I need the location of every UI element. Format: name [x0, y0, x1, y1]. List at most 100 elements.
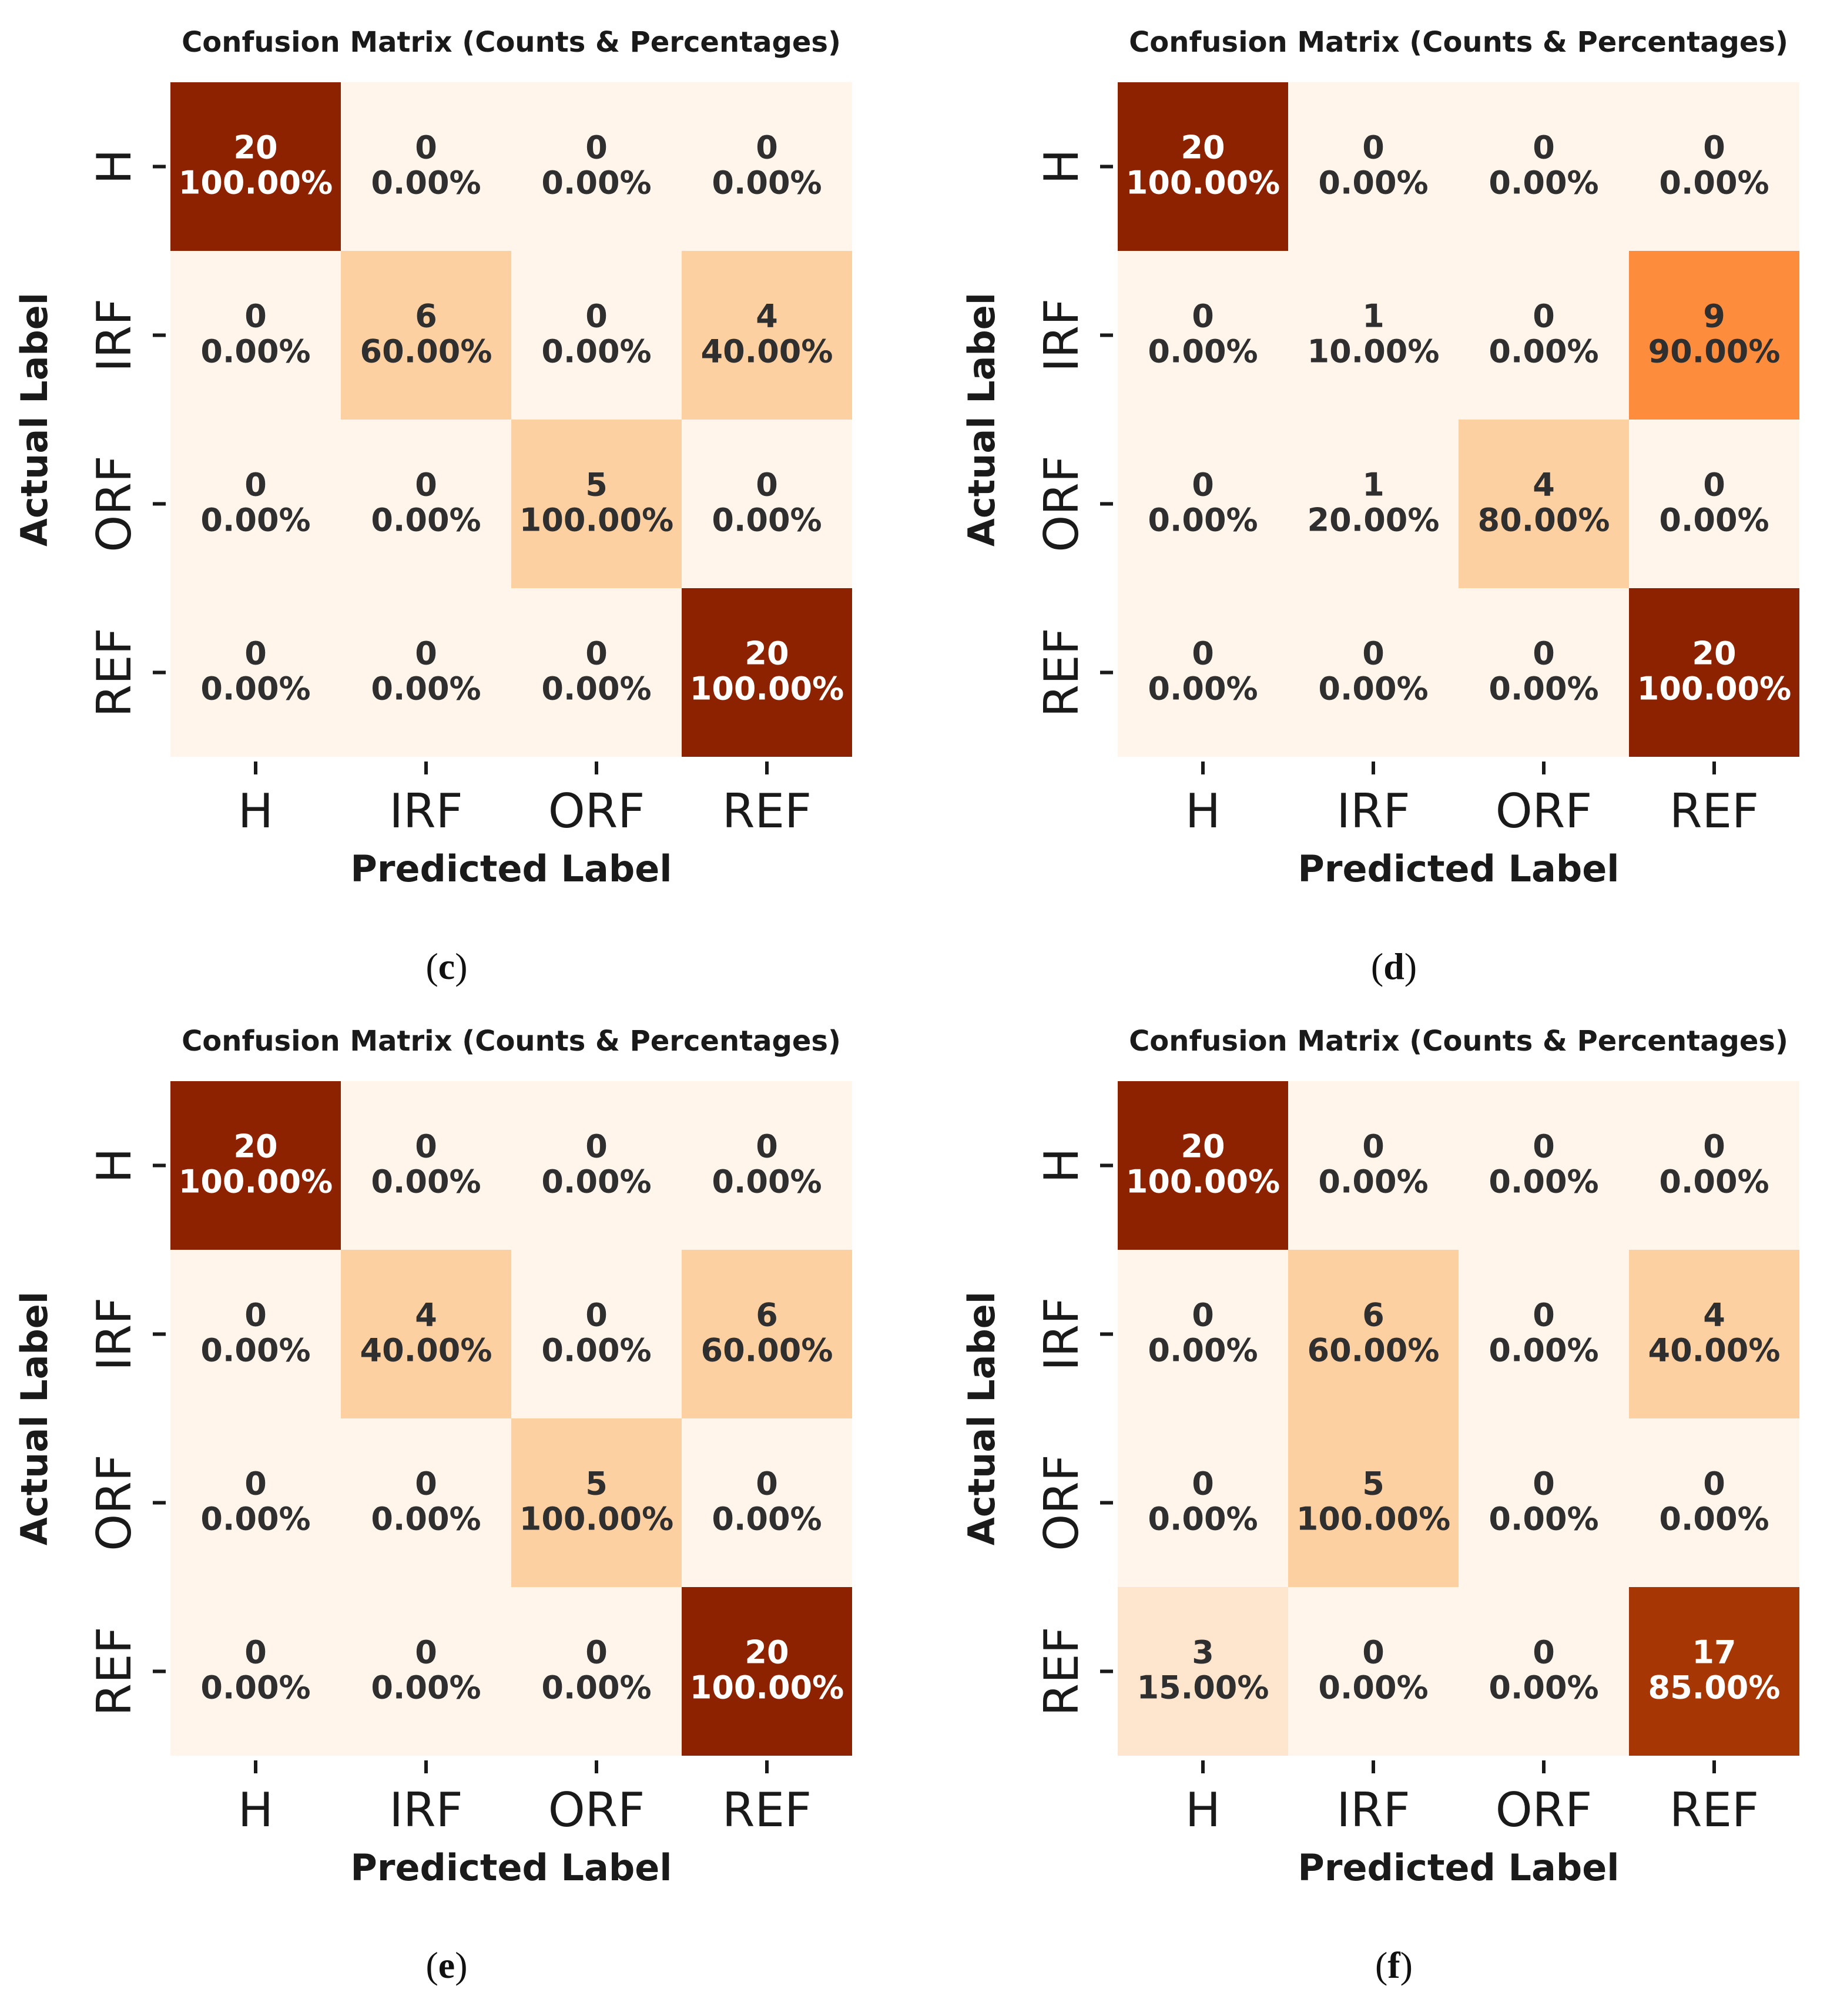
- y-tick-label: IRF: [87, 298, 142, 372]
- cell-percentage-label: 20.00%: [1308, 502, 1440, 539]
- cell-percentage-label: 100.00%: [1296, 1501, 1451, 1538]
- heatmap-cell-1-0: [1118, 1250, 1288, 1418]
- cell-percentage-label: 100.00%: [179, 1163, 333, 1200]
- cell-count-label: 0: [585, 1128, 608, 1165]
- cell-percentage-label: 0.00%: [1659, 1501, 1769, 1538]
- heatmap-cell-1-0: [1118, 251, 1288, 420]
- y-tick-label: H: [87, 149, 142, 184]
- cell-percentage-label: 100.00%: [690, 1669, 844, 1706]
- cell-percentage-label: 0.00%: [1489, 670, 1598, 707]
- cell-count-label: 3: [1192, 1634, 1214, 1671]
- x-tick-label: IRF: [1336, 784, 1410, 838]
- cell-count-label: 0: [1533, 298, 1555, 335]
- heatmap-cell-0-2: [1459, 82, 1629, 251]
- cell-count-label: 0: [1192, 1465, 1214, 1502]
- heatmap-cell-1-2: [511, 251, 682, 420]
- cell-percentage-label: 0.00%: [200, 670, 310, 707]
- cell-count-label: 0: [1533, 1465, 1555, 1502]
- y-tick-label: ORF: [1034, 455, 1089, 552]
- heatmap-cell-3-2: [1459, 588, 1629, 757]
- cell-count-label: 0: [415, 635, 437, 672]
- cell-count-label: 0: [1533, 1634, 1555, 1671]
- cell-count-label: 0: [585, 298, 608, 335]
- cell-percentage-label: 0.00%: [1148, 670, 1258, 707]
- cell-count-label: 0: [244, 1634, 267, 1671]
- x-tick-label: IRF: [1336, 1783, 1410, 1837]
- cell-percentage-label: 0.00%: [1489, 1501, 1598, 1538]
- y-tick-label: H: [87, 1148, 142, 1183]
- cell-count-label: 0: [1703, 129, 1725, 166]
- cell-count-label: 20: [1181, 1128, 1225, 1165]
- cell-count-label: 0: [1533, 1297, 1555, 1334]
- caption-close-paren: ): [455, 945, 467, 987]
- cell-count-label: 6: [756, 1297, 778, 1334]
- cell-percentage-label: 0.00%: [200, 502, 310, 539]
- heatmap-cell-3-1: [1288, 588, 1459, 757]
- heatmap-cell-0-2: [511, 1081, 682, 1250]
- cell-count-label: 1: [1362, 467, 1385, 504]
- chart-title: Confusion Matrix (Counts & Percentages): [182, 26, 841, 59]
- cell-percentage-label: 0.00%: [1318, 670, 1428, 707]
- cell-percentage-label: 0.00%: [371, 1669, 481, 1706]
- chart-title: Confusion Matrix (Counts & Percentages): [1129, 26, 1788, 59]
- cell-percentage-label: 0.00%: [1489, 165, 1598, 202]
- cell-percentage-label: 0.00%: [200, 333, 310, 370]
- cell-count-label: 5: [585, 467, 608, 504]
- cell-percentage-label: 85.00%: [1648, 1669, 1781, 1706]
- y-tick-label: REF: [87, 1626, 142, 1716]
- cell-count-label: 6: [415, 298, 437, 335]
- heatmap-cell-1-3: [682, 251, 852, 420]
- cell-count-label: 1: [1362, 298, 1385, 335]
- heatmap-cell-3-3: [682, 588, 852, 757]
- x-tick-label: ORF: [1496, 1783, 1593, 1837]
- cell-count-label: 0: [1362, 1634, 1385, 1671]
- cell-count-label: 0: [415, 129, 437, 166]
- cell-percentage-label: 100.00%: [1637, 670, 1792, 707]
- cell-percentage-label: 0.00%: [541, 333, 651, 370]
- y-axis-label: Actual Label: [13, 293, 56, 546]
- heatmap-cell-2-0: [1118, 420, 1288, 588]
- cell-count-label: 0: [585, 635, 608, 672]
- heatmap-cell-3-2: [511, 1587, 682, 1756]
- caption-open-paren: (: [1371, 945, 1383, 987]
- heatmap-cell-2-0: [170, 1418, 341, 1587]
- cell-count-label: 4: [1703, 1297, 1725, 1334]
- caption-open-paren: (: [1375, 1944, 1387, 1986]
- heatmap-cell-0-0: [170, 82, 341, 251]
- cell-count-label: 0: [585, 1297, 608, 1334]
- cell-count-label: 0: [244, 635, 267, 672]
- cell-percentage-label: 0.00%: [712, 165, 822, 202]
- heatmap-cell-3-2: [1459, 1587, 1629, 1756]
- heatmap-cell-2-0: [170, 420, 341, 588]
- cell-percentage-label: 0.00%: [1659, 1163, 1769, 1200]
- cell-percentage-label: 0.00%: [371, 165, 481, 202]
- heatmap-cell-3-0: [1118, 1587, 1288, 1756]
- caption-letter: f: [1387, 1944, 1400, 1986]
- cell-percentage-label: 0.00%: [712, 1501, 822, 1538]
- heatmap-cell-2-1: [341, 420, 511, 588]
- cell-percentage-label: 100.00%: [519, 502, 674, 539]
- caption-close-paren: ): [455, 1944, 467, 1986]
- y-tick-label: REF: [1034, 1626, 1089, 1716]
- chart-title: Confusion Matrix (Counts & Percentages): [182, 1025, 841, 1058]
- x-tick-label: H: [1185, 1783, 1221, 1837]
- heatmap-cell-1-1: [1288, 251, 1459, 420]
- cell-percentage-label: 100.00%: [1126, 1163, 1280, 1200]
- caption-close-paren: ): [1404, 945, 1417, 987]
- cell-count-label: 0: [756, 129, 778, 166]
- cell-count-label: 0: [756, 467, 778, 504]
- cell-count-label: 0: [244, 298, 267, 335]
- cell-count-label: 0: [1703, 467, 1725, 504]
- cell-percentage-label: 0.00%: [1489, 1163, 1598, 1200]
- heatmap-cell-3-2: [511, 588, 682, 757]
- cell-count-label: 17: [1692, 1634, 1736, 1671]
- heatmap-cell-1-1: [1288, 1250, 1459, 1418]
- y-tick-label: ORF: [87, 1454, 142, 1551]
- heatmap-cell-3-0: [1118, 588, 1288, 757]
- cell-percentage-label: 0.00%: [1489, 1669, 1598, 1706]
- caption-letter: e: [438, 1944, 455, 1986]
- cell-percentage-label: 0.00%: [1318, 1669, 1428, 1706]
- panel-caption: (f): [1375, 1944, 1413, 1986]
- cell-count-label: 0: [415, 1128, 437, 1165]
- heatmap-cell-0-2: [1459, 1081, 1629, 1250]
